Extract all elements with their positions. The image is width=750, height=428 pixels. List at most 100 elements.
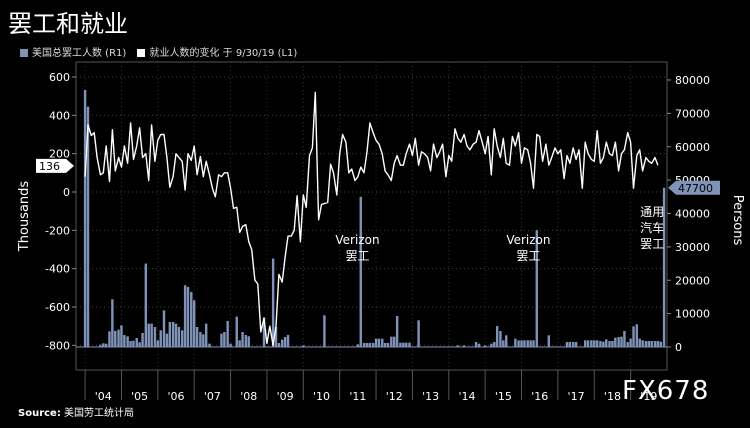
bar: [226, 320, 229, 347]
annotation-line: 通用: [640, 205, 664, 219]
bar: [626, 341, 629, 347]
bar: [602, 341, 605, 347]
bar: [204, 323, 208, 347]
bar: [641, 340, 644, 347]
bar: [368, 342, 372, 347]
bar: [571, 341, 575, 347]
bar: [371, 342, 375, 347]
bar: [199, 331, 202, 347]
right-tick-label: 60000: [675, 141, 710, 154]
right-tick-label: 80000: [675, 74, 710, 87]
x-tick-label: '19: [640, 390, 657, 403]
bar: [123, 334, 126, 347]
bar: [393, 336, 396, 347]
bar: [286, 334, 290, 347]
annotation-line: Verizon: [506, 233, 550, 247]
bar: [583, 340, 587, 347]
x-tick-label: '18: [604, 390, 621, 403]
x-tick-label: '13: [422, 390, 439, 403]
bar: [402, 342, 405, 347]
bar: [405, 342, 408, 347]
bar: [462, 345, 466, 347]
left-tick-label: 200: [49, 148, 70, 161]
legend: 美国总罢工人数 (R1) 就业人数的变化 于 9/30/19 (L1): [20, 44, 305, 59]
bar: [547, 335, 551, 347]
bar: [659, 341, 663, 347]
bar: [493, 341, 496, 347]
annotation: Verizon 罢工: [506, 233, 550, 263]
bar: [323, 315, 326, 347]
bar: [593, 340, 596, 347]
bar: [417, 320, 420, 347]
current-line-marker: [36, 158, 74, 173]
bar: [111, 299, 114, 347]
bar: [190, 291, 193, 347]
bar: [117, 329, 120, 347]
bar: [656, 340, 660, 347]
left-tick-label: 600: [49, 71, 70, 84]
bar: [168, 321, 172, 347]
bar: [483, 345, 487, 347]
source-text: 美国劳工统计局: [64, 408, 135, 419]
legend-label-payrolls: 就业人数的变化 于 9/30/19 (L1): [149, 48, 298, 59]
bar: [153, 326, 157, 347]
bar: [177, 326, 181, 347]
bar: [138, 342, 141, 347]
bar: [135, 337, 138, 347]
page-title: 罢工和就业: [8, 10, 128, 38]
annotation-line: 罢工: [345, 249, 369, 263]
bar: [505, 335, 508, 347]
bar: [520, 340, 523, 347]
x-tick-label: '15: [495, 390, 512, 403]
left-tick-label: 0: [63, 186, 70, 199]
bar: [623, 330, 626, 347]
bar: [302, 345, 305, 347]
bar: [532, 340, 535, 347]
x-tick-label: '16: [531, 390, 548, 403]
right-tick-label: 0: [675, 341, 682, 354]
right-tick-label: 20000: [675, 274, 710, 287]
bar: [220, 333, 223, 347]
bar: [614, 337, 617, 347]
bar: [141, 332, 144, 347]
bar: [235, 316, 238, 347]
x-tick-label: '12: [386, 390, 403, 403]
bar: [377, 338, 381, 347]
bar: [629, 338, 632, 347]
legend-label-strikes: 美国总罢工人数 (R1): [32, 48, 127, 59]
bar: [535, 230, 539, 347]
bar: [183, 285, 187, 347]
bar: [608, 340, 611, 347]
bar: [126, 336, 129, 347]
bar: [186, 286, 190, 347]
bar-series: [76, 90, 667, 348]
bar: [229, 343, 232, 347]
left-axis: 600 400 200 0 -200 -400 -600 -800: [45, 71, 76, 352]
x-tick-label: '09: [277, 390, 294, 403]
bar: [499, 330, 502, 347]
bar: [144, 263, 148, 347]
bar: [381, 338, 384, 347]
bar: [477, 343, 481, 347]
bar: [132, 340, 135, 347]
legend-swatch-line: [137, 49, 146, 57]
annotation-line: 汽车: [640, 220, 664, 235]
right-tick-label: 10000: [675, 308, 710, 321]
x-tick-label: '17: [568, 390, 585, 403]
bar: [238, 340, 241, 347]
bar: [456, 345, 460, 347]
x-tick-label: '05: [131, 390, 148, 403]
current-bar-marker: [668, 180, 720, 195]
bar: [129, 340, 132, 347]
bar: [495, 325, 499, 347]
x-tick-label: '08: [240, 390, 257, 403]
bar: [147, 323, 150, 347]
x-tick-label: '10: [313, 390, 330, 403]
bar: [102, 343, 105, 347]
bar: [356, 344, 360, 347]
bar: [86, 106, 90, 347]
left-tick-label: -800: [45, 339, 70, 352]
bar: [526, 340, 529, 347]
